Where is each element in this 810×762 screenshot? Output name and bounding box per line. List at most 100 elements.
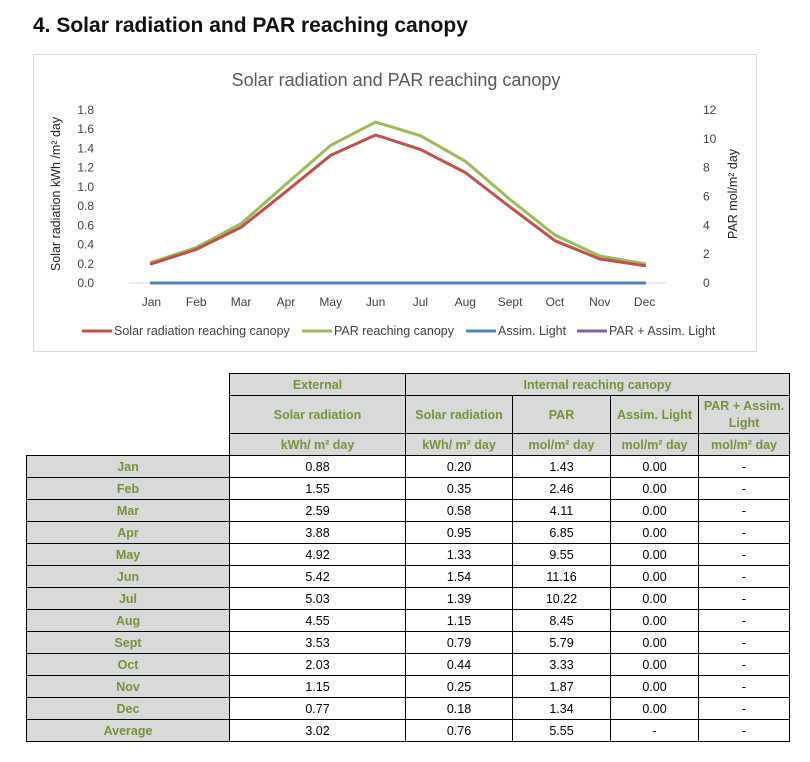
- x-tick-label: Oct: [546, 295, 565, 309]
- row-label: Dec: [26, 697, 230, 720]
- legend-label: PAR + Assim. Light: [609, 324, 716, 338]
- cell-par: 9.55: [512, 543, 611, 566]
- cell-int: 0.79: [405, 631, 513, 654]
- x-tick-label: Jul: [413, 295, 428, 309]
- cell-parassim: -: [698, 697, 790, 720]
- cell-assim: 0.00: [610, 631, 699, 654]
- cell-int: 1.33: [405, 543, 513, 566]
- cell-parassim: -: [698, 653, 790, 676]
- cell-parassim: -: [698, 587, 790, 610]
- cell-parassim: -: [698, 543, 790, 566]
- header-solar-external: Solar radiation: [229, 395, 406, 434]
- cell-par: 6.85: [512, 521, 611, 544]
- table-row: Sept 3.53 0.79 5.79 0.00-: [26, 631, 790, 654]
- table-row: Aug 4.55 1.15 8.45 0.00-: [26, 609, 790, 632]
- cell-parassim: -: [698, 609, 790, 632]
- y-right-tick-label: 10: [703, 132, 717, 146]
- cell-parassim: -: [698, 719, 790, 742]
- cell-ext: 1.15: [229, 675, 406, 698]
- cell-int: 0.58: [405, 499, 513, 522]
- cell-int: 1.39: [405, 587, 513, 610]
- cell-par: 2.46: [512, 477, 611, 500]
- y-right-tick-label: 8: [703, 161, 710, 175]
- x-tick-label: Aug: [455, 295, 476, 309]
- table-row: Jul 5.03 1.39 10.22 0.00-: [26, 587, 790, 610]
- table-row: Dec 0.77 0.18 1.34 0.00-: [26, 697, 790, 720]
- cell-parassim: -: [698, 521, 790, 544]
- cell-ext: 4.92: [229, 543, 406, 566]
- series-lines: [149, 120, 647, 285]
- row-label: Aug: [26, 609, 230, 632]
- table-row: Feb 1.55 0.35 2.46 0.00-: [26, 477, 790, 500]
- row-label: Nov: [26, 675, 230, 698]
- header-assim: Assim. Light: [610, 395, 699, 434]
- table-row: Nov 1.15 0.25 1.87 0.00-: [26, 675, 790, 698]
- x-axis-ticks: Jan Feb Mar Apr May Jun Jul Aug Sept Oct Nov Dec: [142, 295, 656, 309]
- row-label: Mar: [26, 499, 230, 522]
- cell-assim: 0.00: [610, 477, 699, 500]
- cell-par: 11.16: [512, 565, 611, 588]
- page-heading: 4. Solar radiation and PAR reaching cano…: [33, 14, 468, 37]
- legend-label: Solar radiation reaching canopy: [114, 324, 291, 338]
- cell-ext: 5.03: [229, 587, 406, 610]
- cell-parassim: -: [698, 565, 790, 588]
- x-tick-label: Feb: [186, 295, 207, 309]
- cell-par: 5.79: [512, 631, 611, 654]
- x-tick-label: Sept: [498, 295, 523, 309]
- cell-assim: 0.00: [610, 675, 699, 698]
- x-tick-label: May: [319, 295, 342, 309]
- cell-int: 0.35: [405, 477, 513, 500]
- cell-assim: 0.00: [610, 565, 699, 588]
- table-row: Oct 2.03 0.44 3.33 0.00-: [26, 653, 790, 676]
- cell-assim: 0.00: [610, 587, 699, 610]
- cell-parassim: -: [698, 675, 790, 698]
- x-tick-label: Mar: [231, 295, 252, 309]
- cell-assim: 0.00: [610, 455, 699, 478]
- header-solar-internal: Solar radiation: [405, 395, 513, 434]
- x-tick-label: Jan: [142, 295, 161, 309]
- table-row: Average 3.02 0.76 5.55- -: [26, 719, 790, 742]
- y-left-tick-label: 1.8: [77, 103, 94, 117]
- cell-parassim: -: [698, 631, 790, 654]
- cell-int: 1.54: [405, 565, 513, 588]
- legend-label: PAR reaching canopy: [334, 324, 455, 338]
- chart-title: Solar radiation and PAR reaching canopy: [232, 70, 561, 90]
- cell-int: 0.95: [405, 521, 513, 544]
- y-left-tick-label: 0.6: [77, 218, 94, 232]
- cell-ext: 1.55: [229, 477, 406, 500]
- y-right-tick-label: 12: [703, 103, 717, 117]
- cell-ext: 5.42: [229, 565, 406, 588]
- row-label: Jan: [26, 455, 230, 478]
- table-row: Jan 0.88 0.20 1.43 0.00-: [26, 455, 790, 478]
- cell-ext: 2.03: [229, 653, 406, 676]
- row-label: Sept: [26, 631, 230, 654]
- cell-ext: 3.53: [229, 631, 406, 654]
- cell-int: 0.25: [405, 675, 513, 698]
- x-tick-label: Dec: [634, 295, 655, 309]
- cell-assim: 0.00: [610, 543, 699, 566]
- cell-par: 1.87: [512, 675, 611, 698]
- cell-assim: 0.00: [610, 609, 699, 632]
- row-label: Feb: [26, 477, 230, 500]
- y-left-tick-label: 0.4: [77, 238, 94, 252]
- cell-ext: 0.77: [229, 697, 406, 720]
- y-left-tick-label: 1.0: [77, 180, 94, 194]
- header-external: External: [229, 373, 406, 396]
- chart-legend: Solar radiation reaching canopy PAR reach…: [82, 324, 716, 338]
- radiation-table: External Internal reaching canopy Solar …: [26, 373, 790, 742]
- y-right-axis-title: PAR mol/m² day: [726, 148, 740, 239]
- table-corner-2: [27, 396, 230, 434]
- y-right-tick-label: 0: [703, 276, 710, 290]
- cell-parassim: -: [698, 477, 790, 500]
- cell-parassim: -: [698, 455, 790, 478]
- cell-int: 0.76: [405, 719, 513, 742]
- unit-assim: mol/m² day: [610, 433, 699, 456]
- cell-par: 1.43: [512, 455, 611, 478]
- x-tick-label: Nov: [589, 295, 610, 309]
- row-label: Average: [26, 719, 230, 742]
- right-axis-ticks: 0 2 4 6 8 10 12: [703, 103, 717, 290]
- cell-par: 8.45: [512, 609, 611, 632]
- cell-ext: 3.88: [229, 521, 406, 544]
- cell-int: 0.44: [405, 653, 513, 676]
- cell-ext: 4.55: [229, 609, 406, 632]
